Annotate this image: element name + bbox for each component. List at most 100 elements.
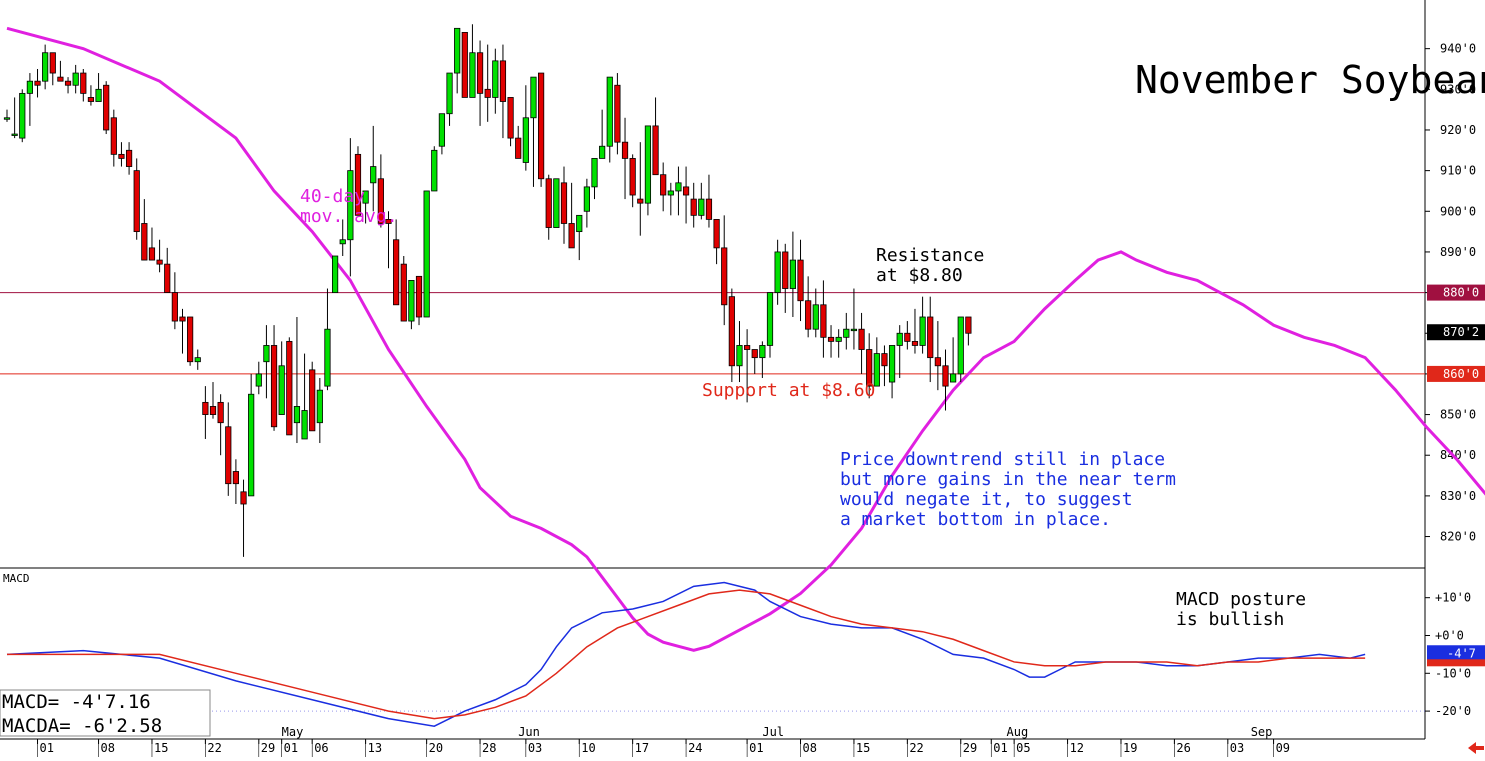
- candle-up: [530, 76, 537, 119]
- candle-up: [255, 373, 262, 387]
- x-tick-label: 15: [856, 741, 870, 755]
- x-tick-label: 15: [154, 741, 168, 755]
- macda-readout-line: MACDA= -6'2.58: [2, 715, 162, 737]
- candle-down: [484, 88, 491, 98]
- candle-down: [118, 153, 125, 159]
- candle-up: [789, 259, 796, 289]
- candle-up: [370, 166, 377, 184]
- candle-up: [599, 145, 606, 159]
- macd-tag-label: -4'7: [1447, 646, 1476, 660]
- macda-line: [7, 589, 1366, 720]
- candle-down: [942, 365, 949, 387]
- x-tick-label: 06: [314, 741, 328, 755]
- moving-average-line: [6, 26, 1485, 652]
- candle-down: [57, 76, 64, 82]
- candle-up: [698, 198, 705, 216]
- candle-up: [850, 328, 858, 332]
- candle-down: [652, 125, 659, 176]
- candle-up: [469, 52, 476, 98]
- candle-up: [278, 365, 285, 415]
- candle-series: [3, 24, 972, 557]
- text-line: 40-day: [300, 186, 365, 207]
- candle-up: [736, 345, 743, 367]
- candle-up: [72, 72, 79, 86]
- candle-up: [26, 80, 33, 94]
- candle-up: [591, 158, 598, 188]
- price-y-tick-label: 920'0: [1440, 123, 1476, 137]
- text-line: a market bottom in place.: [840, 509, 1111, 530]
- x-axis-months: May Jun Jul Aug Sep: [282, 725, 1273, 739]
- price-y-tick-label: 820'0: [1440, 530, 1476, 544]
- candle-down: [782, 251, 789, 289]
- candle-up: [812, 304, 819, 330]
- support-label: Support at $8.60: [702, 380, 875, 401]
- chart-title: November Soybeans: [1135, 58, 1485, 102]
- candle-up: [766, 292, 774, 346]
- candle-up: [583, 186, 590, 212]
- candle-down: [713, 219, 720, 249]
- price-tag-label: 860'0: [1443, 367, 1479, 381]
- candle-down: [34, 80, 41, 86]
- candle-down: [286, 340, 293, 436]
- x-tick-label: 29: [963, 741, 977, 755]
- text-line: is bullish: [1176, 609, 1284, 630]
- x-tick-label: 12: [1070, 741, 1084, 755]
- candle-down: [629, 158, 636, 196]
- candle-up: [362, 190, 369, 204]
- text-line: Price downtrend still in place: [840, 449, 1165, 470]
- candle-up: [454, 27, 461, 74]
- candle-down: [820, 304, 827, 338]
- candle-up: [957, 316, 964, 375]
- candle-up: [347, 170, 354, 241]
- candle-up: [438, 113, 446, 147]
- candle-down: [49, 52, 56, 74]
- candle-down: [309, 369, 316, 432]
- price-y-tick-label: 900'0: [1440, 204, 1476, 218]
- candle-down: [240, 491, 247, 505]
- macd-y-tick-label: -20'0: [1435, 704, 1471, 718]
- macd-y-tick-label: -10'0: [1435, 666, 1471, 680]
- candle-down: [87, 97, 95, 102]
- month-label: Jun: [518, 725, 540, 739]
- candle-up: [423, 190, 430, 318]
- candle-up: [263, 345, 270, 363]
- candle-up: [301, 410, 308, 440]
- candle-down: [476, 52, 484, 94]
- candle-down: [499, 60, 507, 102]
- candle-down: [400, 263, 407, 322]
- price-tag-label: 880'0: [1443, 286, 1479, 300]
- candle-down: [270, 345, 278, 428]
- price-y-tick-label: 930'0: [1440, 82, 1476, 96]
- x-tick-label: 26: [1176, 741, 1190, 755]
- x-tick-label: 22: [909, 741, 923, 755]
- candle-down: [171, 292, 178, 322]
- x-tick-label: 13: [368, 741, 382, 755]
- candle-down: [202, 401, 209, 415]
- candle-down: [721, 247, 728, 306]
- candle-down: [148, 247, 156, 261]
- candle-down: [133, 170, 140, 233]
- support-resistance-lines: [0, 292, 1425, 375]
- candle-down: [110, 117, 117, 155]
- candle-up: [606, 76, 613, 147]
- x-tick-label: 05: [1016, 741, 1030, 755]
- text-line: but more gains in the near term: [840, 469, 1176, 490]
- candle-down: [507, 97, 514, 139]
- x-tick-label: 28: [482, 741, 496, 755]
- month-label: Aug: [1007, 725, 1029, 739]
- candle-down: [232, 471, 239, 485]
- x-tick-label: 29: [261, 741, 275, 755]
- candle-up: [194, 357, 201, 363]
- candle-up: [774, 251, 781, 293]
- candle-up: [675, 182, 682, 192]
- candle-up: [3, 117, 11, 120]
- candle-down: [377, 178, 384, 224]
- x-tick-label: 10: [581, 741, 595, 755]
- candle-down: [179, 316, 186, 322]
- candle-down: [927, 316, 934, 359]
- left-arrow-icon[interactable]: [1468, 742, 1484, 754]
- price-y-tick-label: 910'0: [1440, 164, 1476, 178]
- x-tick-label: 19: [1123, 741, 1137, 755]
- price-tag-label: 870'2: [1443, 325, 1479, 339]
- candle-down: [187, 316, 194, 363]
